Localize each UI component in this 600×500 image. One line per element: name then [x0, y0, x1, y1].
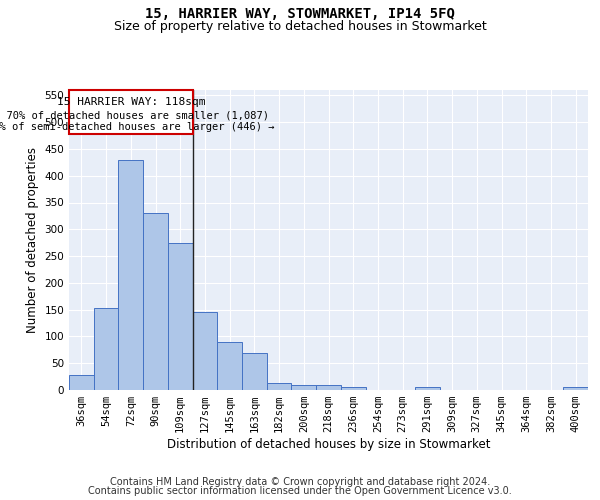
Text: 29% of semi-detached houses are larger (446) →: 29% of semi-detached houses are larger (…	[0, 122, 275, 132]
Text: 15 HARRIER WAY: 118sqm: 15 HARRIER WAY: 118sqm	[57, 98, 205, 108]
Text: ← 70% of detached houses are smaller (1,087): ← 70% of detached houses are smaller (1,…	[0, 110, 269, 120]
Bar	[341, 388, 365, 390]
Bar	[118, 160, 143, 390]
Bar	[69, 375, 94, 390]
Bar	[316, 384, 341, 390]
Text: 15, HARRIER WAY, STOWMARKET, IP14 5FQ: 15, HARRIER WAY, STOWMARKET, IP14 5FQ	[145, 6, 455, 20]
Text: Contains public sector information licensed under the Open Government Licence v3: Contains public sector information licen…	[88, 486, 512, 496]
Bar	[193, 312, 217, 390]
Text: Contains HM Land Registry data © Crown copyright and database right 2024.: Contains HM Land Registry data © Crown c…	[110, 477, 490, 487]
Bar	[94, 308, 118, 390]
Bar	[563, 388, 588, 390]
FancyBboxPatch shape	[70, 90, 193, 134]
Y-axis label: Number of detached properties: Number of detached properties	[26, 147, 39, 333]
Bar	[415, 388, 440, 390]
X-axis label: Distribution of detached houses by size in Stowmarket: Distribution of detached houses by size …	[167, 438, 490, 451]
Bar	[168, 242, 193, 390]
Text: Size of property relative to detached houses in Stowmarket: Size of property relative to detached ho…	[113, 20, 487, 33]
Bar	[242, 352, 267, 390]
Bar	[292, 384, 316, 390]
Bar	[143, 213, 168, 390]
Bar	[217, 342, 242, 390]
Bar	[267, 383, 292, 390]
